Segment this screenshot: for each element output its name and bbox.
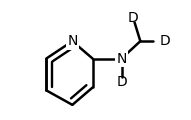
Text: D: D bbox=[159, 34, 170, 48]
Text: N: N bbox=[67, 34, 78, 48]
Text: D: D bbox=[116, 75, 127, 89]
Text: N: N bbox=[116, 52, 127, 66]
Text: D: D bbox=[128, 11, 138, 25]
